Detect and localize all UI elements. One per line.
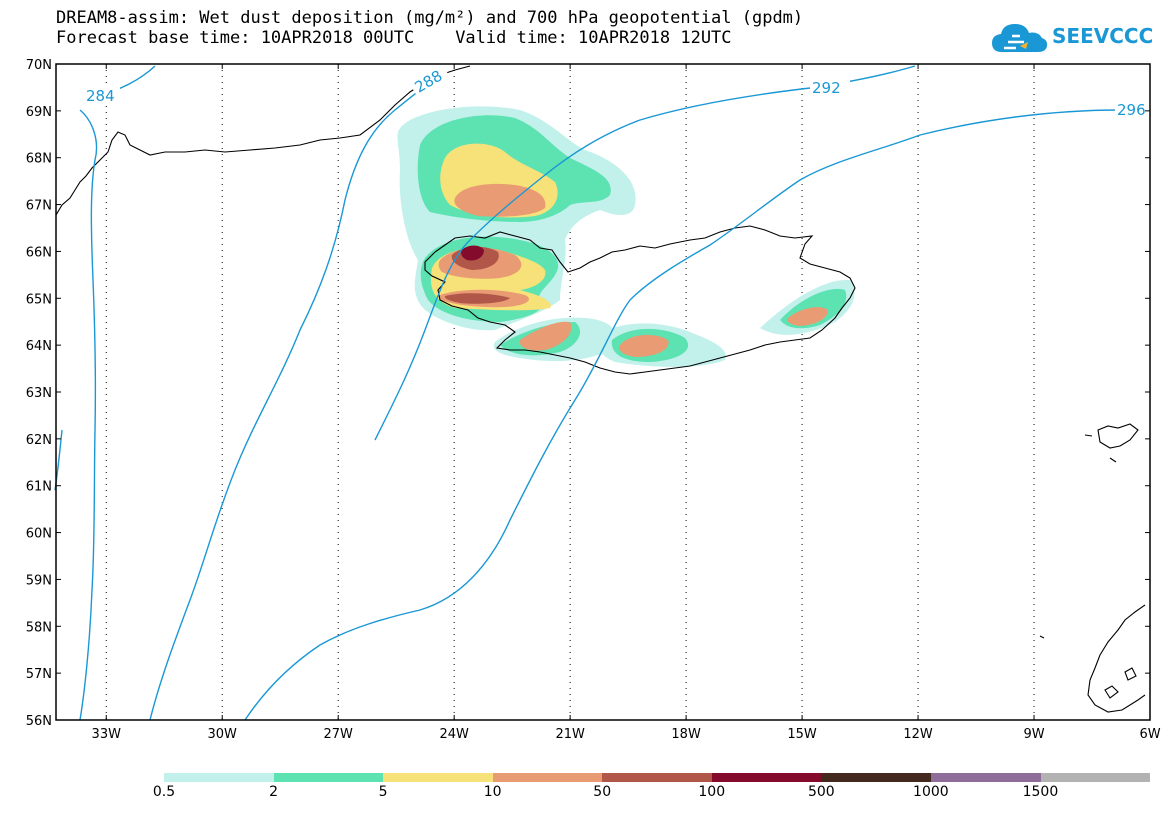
lon-label: 9W <box>1023 727 1044 742</box>
contour-292-upper <box>374 65 916 441</box>
legend-level-label: 1000 <box>913 784 949 800</box>
legend-level-label: 2 <box>269 784 279 800</box>
logo-text: SEEVCCC <box>1052 24 1154 48</box>
legend-level-label: 50 <box>593 784 612 800</box>
greenland-coastline <box>55 65 471 216</box>
geopotential-contours <box>54 65 1121 721</box>
legend-level-label: 0.5 <box>152 784 176 800</box>
lon-label: 33W <box>92 727 122 742</box>
lat-label: 67N <box>26 199 52 214</box>
forecast-times: Forecast base time: 10APR2018 00UTC Vali… <box>56 28 803 48</box>
contour-284 <box>54 65 156 721</box>
deposition-area-level-10 <box>619 334 669 357</box>
legend-swatch <box>273 773 384 782</box>
lat-label: 62N <box>26 433 52 448</box>
valid-time: Valid time: 10APR2018 12UTC <box>455 28 732 48</box>
axis-ticks <box>56 63 1151 721</box>
lon-label: 21W <box>555 727 585 742</box>
contour-288 <box>149 75 441 721</box>
scotland-coastline <box>1087 604 1146 713</box>
deposition-area-level-10 <box>787 307 828 326</box>
lat-label: 63N <box>26 386 52 401</box>
legend-labels: 0.5 2 5 10 50 100 500 1000 1500 <box>0 784 1175 804</box>
lat-label: 59N <box>26 573 52 588</box>
color-legend <box>164 773 1151 782</box>
legend-swatch <box>164 773 274 782</box>
contour-292-lower <box>244 109 1121 721</box>
contour-label-284: 284 <box>86 87 115 105</box>
iceland-coastline <box>424 225 856 375</box>
legend-swatch <box>492 773 603 782</box>
seevccc-logo: SEEVCCC <box>990 18 1154 58</box>
lat-label: 65N <box>26 292 52 307</box>
legend-swatch <box>1040 773 1151 782</box>
chart-title: DREAM8-assim: Wet dust deposition (mg/m²… <box>56 8 804 28</box>
cloud-logo-icon <box>992 24 1048 52</box>
lat-label: 68N <box>26 152 52 167</box>
deposition-area-level-50 <box>444 293 510 304</box>
lon-label: 6W <box>1139 727 1160 742</box>
lon-label: 12W <box>903 727 933 742</box>
lat-label: 70N <box>26 58 52 73</box>
faroe-islands-coastline <box>1084 423 1139 463</box>
legend-swatch <box>711 773 822 782</box>
chart-header: DREAM8-assim: Wet dust deposition (mg/m²… <box>56 8 803 48</box>
legend-swatch <box>821 773 931 782</box>
lat-label: 61N <box>26 480 52 495</box>
legend-level-label: 5 <box>378 784 388 800</box>
lon-label: 27W <box>323 727 353 742</box>
longitude-labels: 33W 30W 27W 24W 21W 18W 15W 12W 9W 6W <box>92 727 1161 742</box>
legend-level-label: 1500 <box>1022 784 1059 800</box>
contour-label-296: 296 <box>1117 101 1146 119</box>
legend-swatch <box>602 773 712 782</box>
lat-label: 69N <box>26 105 52 120</box>
lon-label: 18W <box>671 727 701 742</box>
contour-labels: 284 288 292 296 <box>84 61 1155 119</box>
lon-label: 30W <box>208 727 238 742</box>
lat-label: 66N <box>26 245 52 260</box>
latitude-labels: 70N 69N 68N 67N 66N 65N 64N 63N 62N 61N 60N 59N 58N 5… <box>26 58 52 729</box>
legend-level-label: 10 <box>483 784 502 800</box>
lon-label: 15W <box>787 727 817 742</box>
contour-label-292: 292 <box>812 79 841 97</box>
lat-label: 60N <box>26 527 52 542</box>
lat-label: 64N <box>26 339 52 354</box>
coastlines <box>55 65 1146 713</box>
lat-label: 56N <box>26 714 52 729</box>
legend-level-label: 500 <box>807 784 835 800</box>
deposition-area-level-10 <box>454 183 546 217</box>
lon-label: 24W <box>439 727 469 742</box>
legend-swatch <box>930 773 1041 782</box>
lat-label: 57N <box>26 667 52 682</box>
wet-dust-deposition-layer <box>397 106 855 367</box>
legend-level-label: 100 <box>698 784 726 800</box>
legend-swatch <box>383 773 493 782</box>
forecast-base-time: Forecast base time: 10APR2018 00UTC <box>56 28 415 48</box>
lat-label: 58N <box>26 620 52 635</box>
deposition-area-level-10 <box>519 321 572 351</box>
deposition-area-level-100 <box>461 245 484 261</box>
hebrides-coastline <box>1039 635 1137 699</box>
graticule <box>105 64 1035 720</box>
